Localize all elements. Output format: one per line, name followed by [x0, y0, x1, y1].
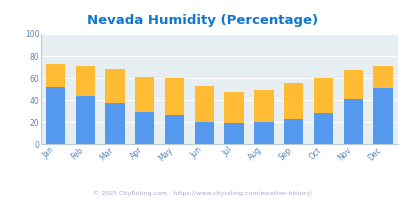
- Bar: [194, 122, 213, 144]
- Bar: [164, 115, 184, 144]
- Bar: [135, 112, 154, 144]
- Bar: [343, 70, 362, 99]
- Bar: [46, 87, 65, 144]
- Bar: [75, 96, 95, 144]
- Bar: [164, 78, 184, 115]
- Bar: [254, 122, 273, 144]
- Bar: [224, 123, 243, 144]
- Bar: [75, 66, 95, 96]
- Bar: [373, 66, 392, 88]
- Text: Nevada Humidity (Percentage): Nevada Humidity (Percentage): [87, 14, 318, 27]
- Bar: [343, 99, 362, 144]
- Bar: [284, 83, 303, 119]
- Text: © 2025 CityRating.com - https://www.cityrating.com/weather-history/: © 2025 CityRating.com - https://www.city…: [93, 190, 312, 196]
- Bar: [194, 86, 213, 122]
- Bar: [373, 88, 392, 144]
- Bar: [46, 64, 65, 87]
- Bar: [135, 77, 154, 112]
- Bar: [313, 113, 333, 144]
- Bar: [313, 78, 333, 113]
- Bar: [105, 69, 124, 103]
- Bar: [105, 103, 124, 144]
- Bar: [254, 90, 273, 122]
- Bar: [224, 92, 243, 123]
- Bar: [284, 119, 303, 144]
